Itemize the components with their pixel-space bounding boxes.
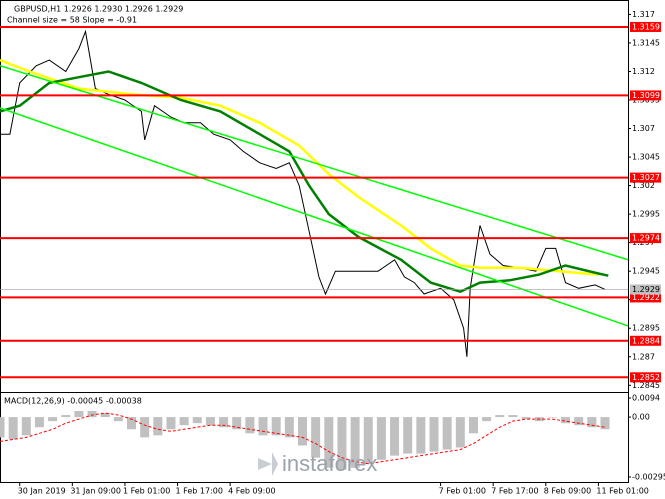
macd-bar	[219, 417, 229, 428]
macd-bar	[600, 417, 610, 430]
macd-bar	[0, 417, 5, 438]
macd-bar	[508, 415, 518, 418]
level-label: 1.2974	[632, 234, 660, 243]
y-tick-label: 1.2895	[632, 324, 660, 333]
macd-bar	[21, 417, 31, 436]
macd-bar	[34, 417, 44, 428]
macd-bar	[311, 417, 321, 458]
level-label: 1.3027	[632, 173, 660, 182]
level-tag	[630, 335, 661, 346]
macd-bar	[455, 417, 465, 448]
macd-bar	[179, 417, 189, 426]
macd-bar	[153, 417, 163, 436]
macd-bar	[284, 417, 294, 438]
x-tick-label: 1 Feb 17:00	[176, 487, 223, 496]
macd-bar	[61, 415, 71, 418]
y-tick-label: 1.287	[632, 352, 655, 361]
macd-bar	[245, 417, 255, 434]
y-tick-label: 0.00	[632, 413, 650, 422]
level-tag	[630, 21, 661, 32]
y-tick-label: 1.312	[632, 67, 655, 76]
macd-bar	[140, 417, 150, 438]
x-tick-label: 4 Feb 09:00	[228, 487, 275, 496]
level-tag	[630, 292, 661, 303]
y-tick-label: 1.3045	[632, 153, 660, 162]
watermark: instaforex	[282, 451, 377, 476]
macd-bar	[390, 417, 400, 456]
macd-bar	[258, 417, 268, 436]
macd-bar	[442, 417, 452, 450]
macd-bar	[271, 417, 281, 436]
chart-subtitle: Channel size = 58 Slope = -0.91	[7, 16, 137, 25]
frame	[0, 0, 629, 483]
level-label: 1.2852	[632, 373, 660, 382]
macd-bar	[100, 413, 110, 418]
macd-bar	[337, 417, 347, 470]
macd-bar	[468, 417, 478, 434]
macd-bar	[205, 417, 215, 426]
y-tick-label: -0.00295	[632, 472, 665, 481]
y-tick-label: 1.317	[632, 10, 655, 19]
x-tick-label: 8 Feb 09:00	[544, 487, 591, 496]
y-tick-label: 1.302	[632, 181, 655, 190]
macd-bar	[297, 417, 307, 446]
macd-bar	[547, 417, 557, 418]
macd-bar	[561, 417, 571, 424]
macd-bar	[416, 417, 426, 454]
y-tick-label: 1.2945	[632, 267, 660, 276]
y-tick-label: 0.0094	[632, 394, 660, 403]
macd-bar	[574, 417, 584, 426]
x-tick-label: 11 Feb 01:00	[596, 487, 648, 496]
x-tick-label: 7 Feb 01:00	[439, 487, 486, 496]
price-line	[0, 70, 609, 294]
macd-bar	[48, 417, 58, 422]
x-tick-label: 30 Jan 2019	[18, 487, 66, 496]
macd-title: MACD(12,26,9) -0.00045 -0.00038	[4, 397, 142, 406]
y-tick-label: 1.2845	[632, 381, 660, 390]
price-line	[0, 58, 599, 276]
macd-bar	[8, 417, 18, 440]
macd-bar	[74, 410, 84, 418]
macd-bar	[495, 415, 505, 418]
x-tick-label: 1 Feb 01:00	[123, 487, 170, 496]
signal-line	[0, 412, 606, 465]
level-label: 1.3099	[632, 91, 660, 100]
macd-bar	[587, 417, 597, 428]
macd-bar	[324, 417, 334, 468]
level-tag	[630, 90, 661, 101]
y-tick-label: 1.3145	[632, 38, 660, 47]
watermark-icon	[258, 452, 278, 476]
macd-bar	[376, 417, 386, 460]
level-label: 1.3159	[632, 22, 660, 31]
level-tag	[630, 372, 661, 383]
macd-bar	[521, 417, 531, 420]
y-tick-label: 1.307	[632, 124, 655, 133]
level-tag	[630, 233, 661, 244]
macd-bar	[166, 417, 176, 430]
macd-bar	[403, 417, 413, 454]
x-tick-label: 31 Jan 09:00	[70, 487, 121, 496]
level-label: 1.2922	[632, 293, 660, 302]
macd-bar	[363, 417, 373, 464]
macd-bar	[127, 417, 137, 430]
macd-bar	[482, 417, 492, 422]
last-price-label: 1.2929	[632, 285, 660, 294]
macd-bar	[350, 417, 360, 468]
chart-title: GBPUSD,H1 1.2926 1.2930 1.2926 1.2929	[14, 5, 183, 14]
macd-bar	[232, 417, 242, 430]
level-tag	[630, 172, 661, 183]
trend-line	[0, 65, 629, 261]
y-tick-label: 1.2995	[632, 210, 660, 219]
last-price-tag	[630, 284, 661, 295]
x-tick-label: 7 Feb 17:00	[491, 487, 538, 496]
macd-bar	[192, 417, 202, 424]
macd-bar	[87, 410, 97, 418]
macd-bar	[429, 417, 439, 452]
level-label: 1.2884	[632, 336, 660, 345]
macd-bar	[113, 417, 123, 422]
